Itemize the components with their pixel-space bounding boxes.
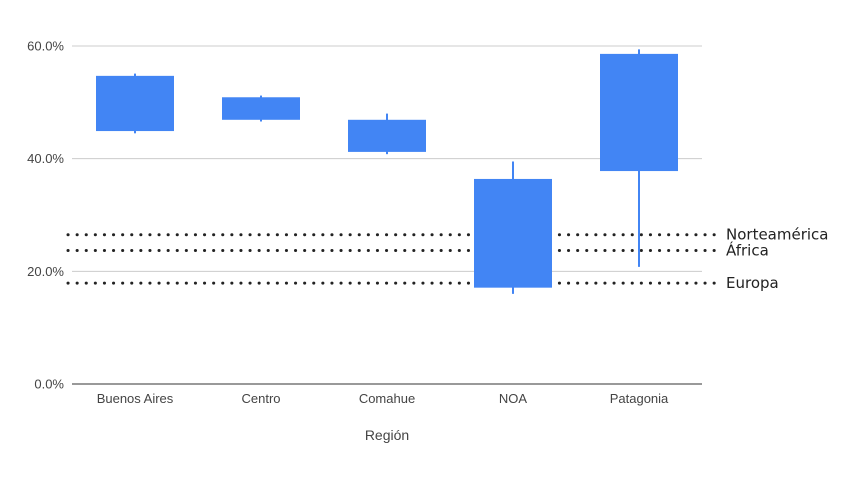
- candle-box: [348, 119, 426, 152]
- y-axis-ticks: 0.0% 20.0% 40.0% 60.0%: [27, 39, 64, 392]
- y-tick-label: 20.0%: [27, 264, 64, 279]
- y-tick-label: 0.0%: [34, 377, 64, 392]
- reference-line-label: África: [726, 240, 769, 259]
- candle-box: [96, 75, 174, 132]
- candles: [96, 49, 678, 294]
- reference-line-label: Europa: [726, 274, 779, 292]
- x-tick-label: NOA: [499, 391, 528, 406]
- y-tick-label: 60.0%: [27, 39, 64, 54]
- candle-box: [222, 97, 300, 120]
- reference-line-label: Norteamérica: [726, 226, 828, 244]
- x-axis-title: Región: [365, 427, 409, 443]
- x-tick-label: Centro: [241, 391, 280, 406]
- candle-box: [600, 53, 678, 172]
- x-axis-ticks: Buenos Aires Centro Comahue NOA Patagonia: [97, 391, 669, 406]
- x-tick-label: Buenos Aires: [97, 391, 174, 406]
- x-tick-label: Patagonia: [610, 391, 669, 406]
- candle-box: [474, 178, 552, 288]
- x-tick-label: Comahue: [359, 391, 415, 406]
- gridlines: [72, 45, 702, 272]
- y-tick-label: 40.0%: [27, 151, 64, 166]
